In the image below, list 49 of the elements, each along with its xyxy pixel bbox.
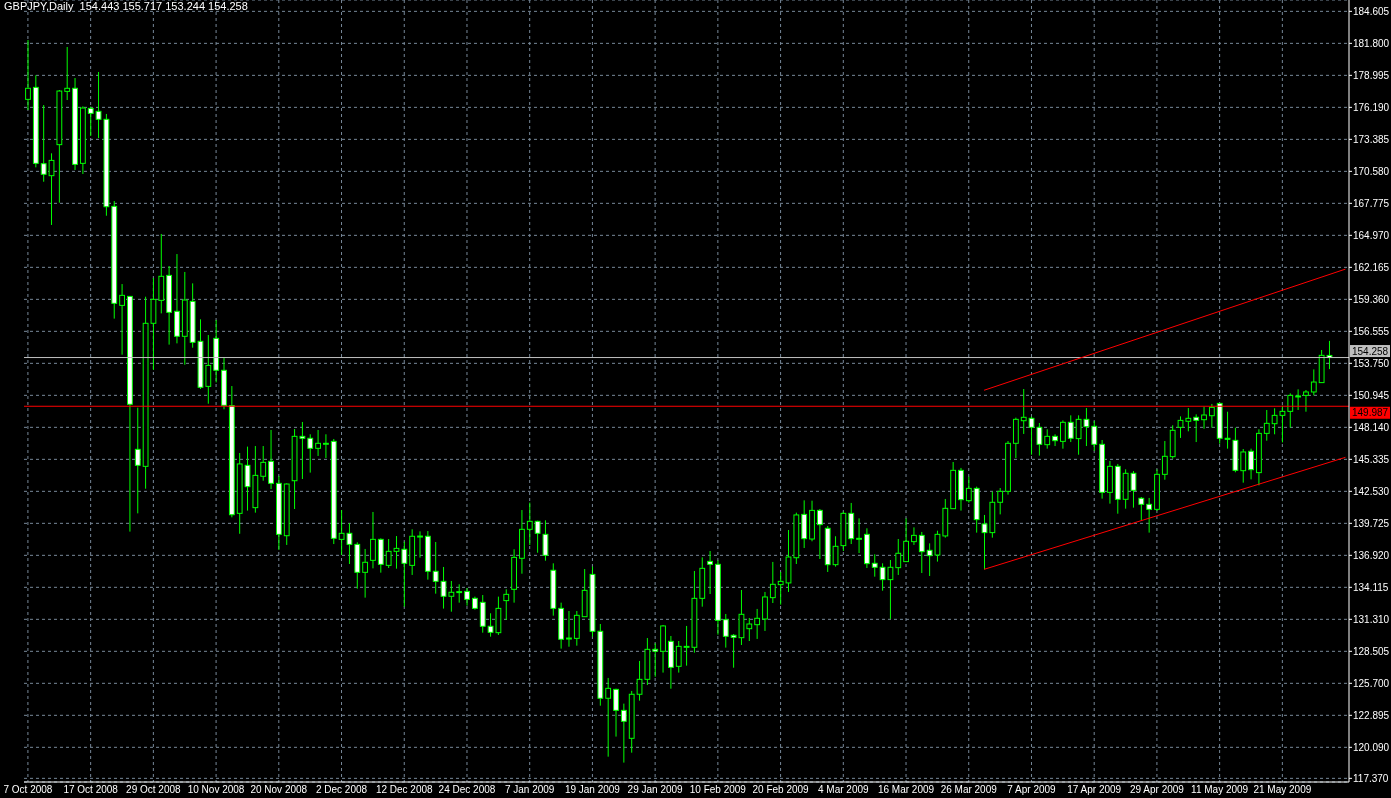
x-tick-label: 16 Mar 2009 (877, 784, 935, 795)
y-tick-label: 136.920 (1353, 549, 1390, 561)
y-tick-label: 148.140 (1353, 421, 1390, 433)
x-tick-label: 20 Nov 2008 (250, 784, 308, 795)
y-tick-label: 159.360 (1353, 293, 1390, 305)
x-tick-label: 29 Apr 2009 (1129, 784, 1185, 795)
y-tick-label: 117.370 (1353, 772, 1389, 784)
y-tick-label: 181.800 (1353, 37, 1390, 49)
y-tick-label: 184.605 (1353, 5, 1390, 17)
x-tick-label: 29 Jan 2009 (627, 784, 684, 795)
y-tick-label: 134.115 (1353, 581, 1389, 593)
x-tick-label: 10 Feb 2009 (689, 784, 747, 795)
y-tick-label: 164.970 (1353, 229, 1390, 241)
y-tick-label: 178.995 (1353, 69, 1390, 81)
y-tick-label: 120.090 (1353, 741, 1390, 753)
y-tick-label: 156.555 (1353, 325, 1390, 337)
y-tick-label: 173.385 (1353, 133, 1390, 145)
x-tick-label: 21 May 2009 (1253, 784, 1312, 795)
x-tick-label: 20 Feb 2009 (752, 784, 810, 795)
x-tick-label: 29 Oct 2008 (126, 784, 182, 795)
y-tick-label: 131.310 (1353, 613, 1390, 625)
y-tick-label: 176.190 (1353, 101, 1390, 113)
y-tick-label: 142.530 (1353, 485, 1390, 497)
y-tick-label: 162.165 (1353, 261, 1390, 273)
x-tick-label: 19 Jan 2009 (564, 784, 621, 795)
y-tick-label: 122.895 (1353, 709, 1390, 721)
y-tick-label: 153.750 (1353, 357, 1390, 369)
y-tick-label: 128.505 (1353, 645, 1390, 657)
x-tick-label: 17 Apr 2009 (1067, 784, 1122, 795)
x-tick-label: 26 Mar 2009 (940, 784, 998, 795)
ref-line-label: 154.258 (1352, 345, 1389, 357)
x-tick-label: 24 Dec 2008 (438, 784, 496, 795)
y-tick-label: 167.775 (1353, 197, 1390, 209)
x-tick-label: 7 Apr 2009 (1007, 784, 1057, 795)
x-tick-label: 2 Dec 2008 (315, 784, 368, 795)
x-tick-label: 11 May 2009 (1191, 784, 1249, 795)
y-tick-label: 139.725 (1353, 517, 1390, 529)
chart-title: GBPJPY,Daily 154.443 155.717 153.244 154.258 (4, 0, 248, 13)
x-tick-label: 10 Nov 2008 (187, 784, 245, 795)
x-tick-label: 12 Dec 2008 (375, 784, 434, 795)
y-tick-label: 145.335 (1353, 453, 1390, 465)
x-tick-label: 7 Oct 2008 (3, 784, 53, 795)
x-tick-label: 7 Jan 2009 (504, 784, 555, 795)
y-tick-label: 170.580 (1353, 165, 1390, 177)
x-tick-label: 4 Mar 2009 (818, 784, 870, 795)
y-tick-label: 150.945 (1353, 389, 1390, 401)
y-tick-label: 125.700 (1353, 677, 1390, 689)
x-tick-label: 17 Oct 2008 (63, 784, 119, 795)
ref-line-label: 149.987 (1352, 407, 1389, 419)
